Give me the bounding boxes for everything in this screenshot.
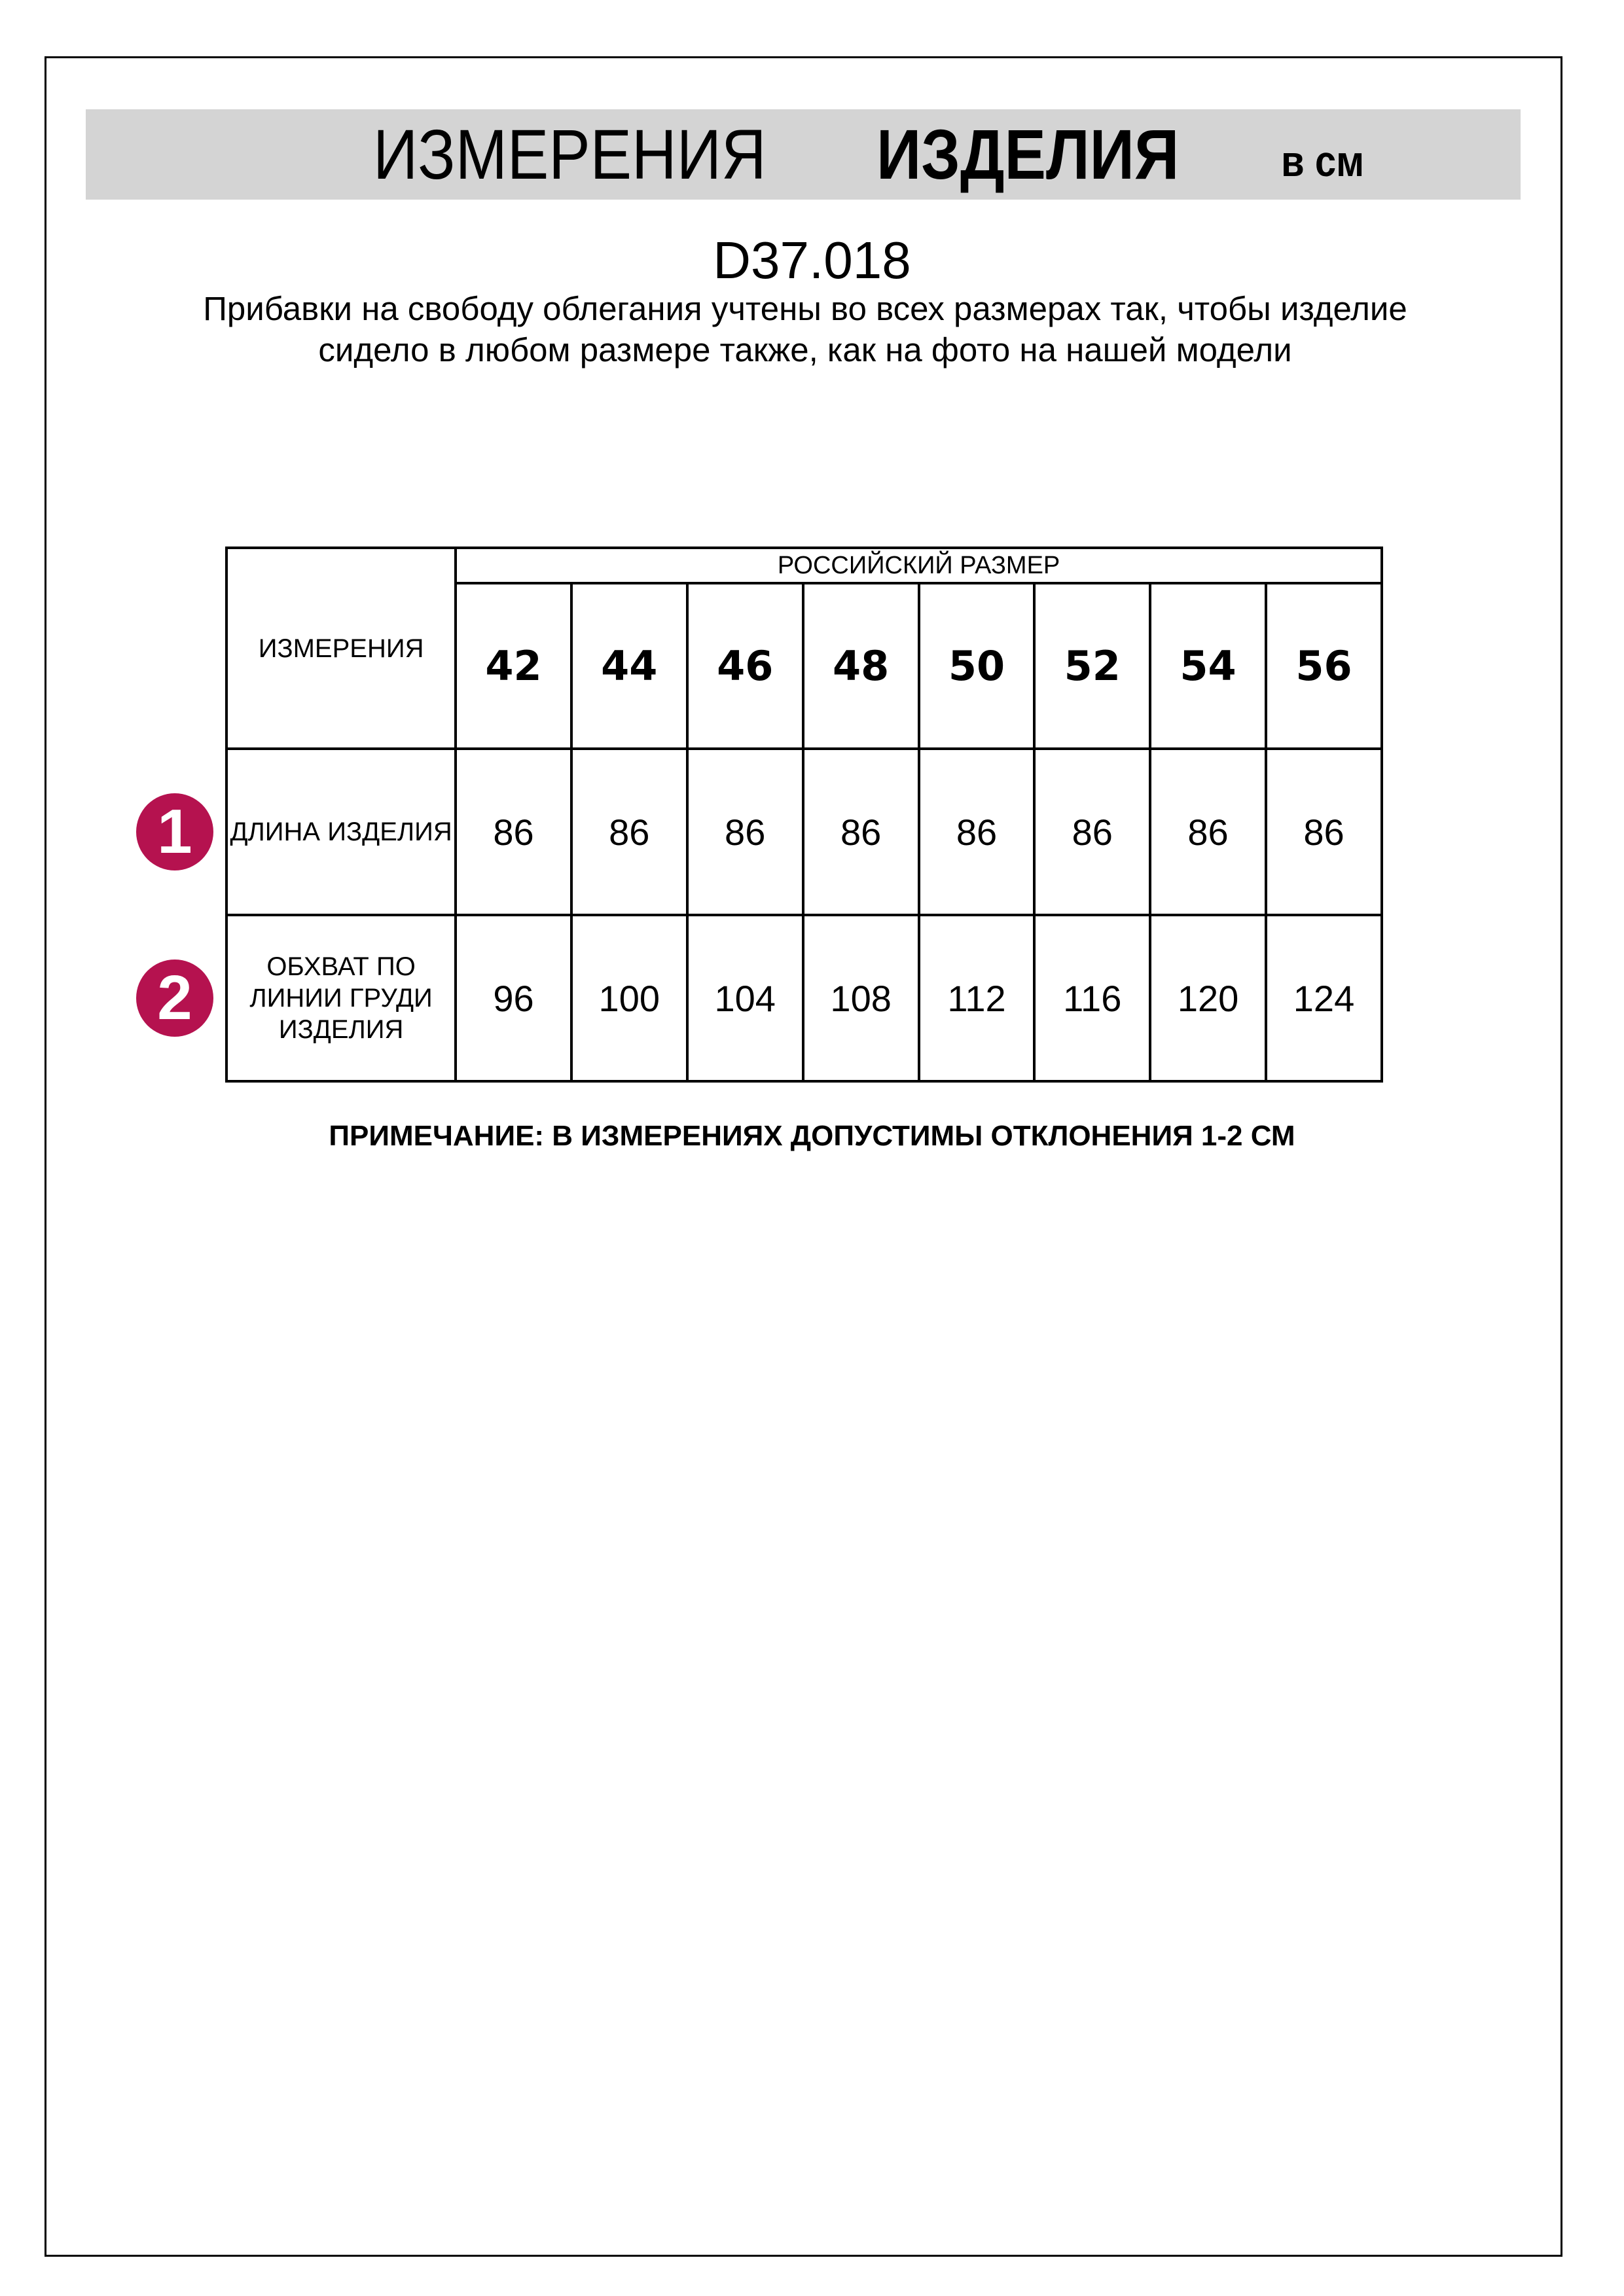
table-row: ОБХВАТ ПО ЛИНИИ ГРУДИ ИЗДЕЛИЯ 96 100 104 10… <box>225 914 1383 1083</box>
group-header: РОССИЙСКИЙ РАЗМЕР <box>454 547 1383 584</box>
value-cell: 112 <box>917 914 1036 1083</box>
value-cell: 108 <box>801 914 920 1083</box>
value-cell: 124 <box>1265 914 1383 1083</box>
title-part2: ИЗДЕЛИЯ <box>876 115 1180 194</box>
description: Прибавки на свободу облегания учтены во … <box>203 290 1407 368</box>
note: ПРИМЕЧАНИЕ: В ИЗМЕРЕНИЯХ ДОПУСТИМЫ ОТКЛО… <box>329 1120 1295 1152</box>
value-cell: 86 <box>1033 747 1152 916</box>
value-cell: 104 <box>685 914 804 1083</box>
value-cell: 86 <box>1265 747 1383 916</box>
value-cell: 100 <box>569 914 689 1083</box>
value-cell: 120 <box>1149 914 1268 1083</box>
value-cell: 86 <box>685 747 804 916</box>
title-unit: в см <box>1281 137 1365 185</box>
size-header: 50 <box>917 582 1036 750</box>
size-header: 46 <box>685 582 804 750</box>
size-header: 48 <box>801 582 920 750</box>
marker-1-icon: 1 <box>136 793 213 870</box>
title-band <box>86 109 1521 200</box>
value-cell: 86 <box>801 747 920 916</box>
size-header: 56 <box>1265 582 1383 750</box>
page-frame <box>45 56 1562 2257</box>
row-label: ДЛИНА ИЗДЕЛИЯ <box>225 747 458 916</box>
product-code: D37.018 <box>713 231 911 289</box>
value-cell: 116 <box>1033 914 1152 1083</box>
value-cell: 86 <box>569 747 689 916</box>
value-cell: 86 <box>454 747 573 916</box>
value-cell: 86 <box>1149 747 1268 916</box>
sizes-row: 42 44 46 48 50 52 54 56 <box>226 582 1383 750</box>
size-table: ИЗМЕРЕНИЯ РОССИЙСКИЙ РАЗМЕР 42 44 46 48 50 52… <box>225 547 1383 1083</box>
size-header: 44 <box>569 582 689 750</box>
table-row: ДЛИНА ИЗДЕЛИЯ 86 86 86 86 86 86 86 86 <box>225 747 1383 916</box>
marker-2-icon: 2 <box>136 960 213 1037</box>
row-label: ОБХВАТ ПО ЛИНИИ ГРУДИ ИЗДЕЛИЯ <box>225 914 458 1083</box>
value-cell: 86 <box>917 747 1036 916</box>
size-header: 52 <box>1033 582 1152 750</box>
size-header: 54 <box>1149 582 1268 750</box>
title-part1: ИЗМЕРЕНИЯ <box>373 115 767 194</box>
value-cell: 96 <box>454 914 573 1083</box>
corner-label: ИЗМЕРЕНИЯ <box>225 547 458 750</box>
size-header: 42 <box>454 582 573 750</box>
